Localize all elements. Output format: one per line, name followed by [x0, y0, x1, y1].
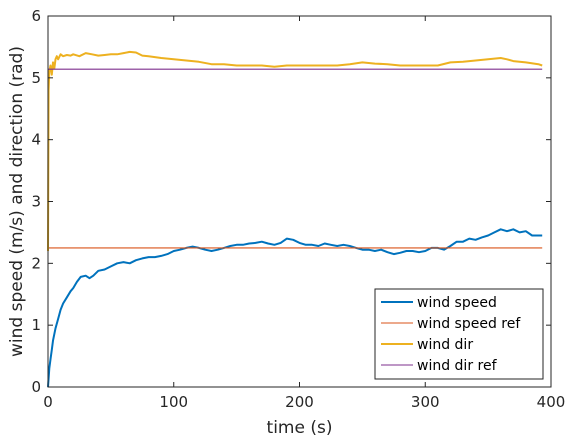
series-line-wind-speed: [47, 228, 543, 388]
legend-box: [374, 288, 544, 380]
y-tick-label: 4: [31, 131, 41, 149]
y-tick-label: 0: [31, 378, 41, 396]
y-tick-label: 6: [31, 7, 41, 25]
series-line-wind-dir: [47, 50, 543, 252]
y-tick-label: 5: [31, 69, 41, 87]
x-tick-label: 0: [43, 393, 53, 411]
ticks-layer: 0 100 200 300 400 0 1 2 3 4 5 6: [31, 7, 565, 411]
y-tick-label: 1: [31, 316, 41, 334]
x-tick-label: 100: [159, 393, 188, 411]
y-tick-label: 2: [31, 254, 41, 272]
x-tick-label: 400: [537, 393, 566, 411]
x-tick-label: 200: [285, 393, 314, 411]
legend-entry-label: wind speed: [417, 295, 497, 311]
y-tick-label: 3: [31, 193, 41, 211]
x-tick-label: 300: [411, 393, 440, 411]
legend-entry-label: wind dir ref: [417, 358, 498, 374]
x-axis-label: time (s): [267, 418, 333, 438]
y-axis-label: wind speed (m/s) and direction (rad): [7, 46, 27, 357]
series-layer: [47, 50, 543, 388]
legend-entry-label: wind dir: [417, 337, 473, 353]
legend-entry-label: wind speed ref: [417, 316, 521, 332]
legend: wind speed wind speed ref wind dir wind dir…: [374, 288, 544, 380]
